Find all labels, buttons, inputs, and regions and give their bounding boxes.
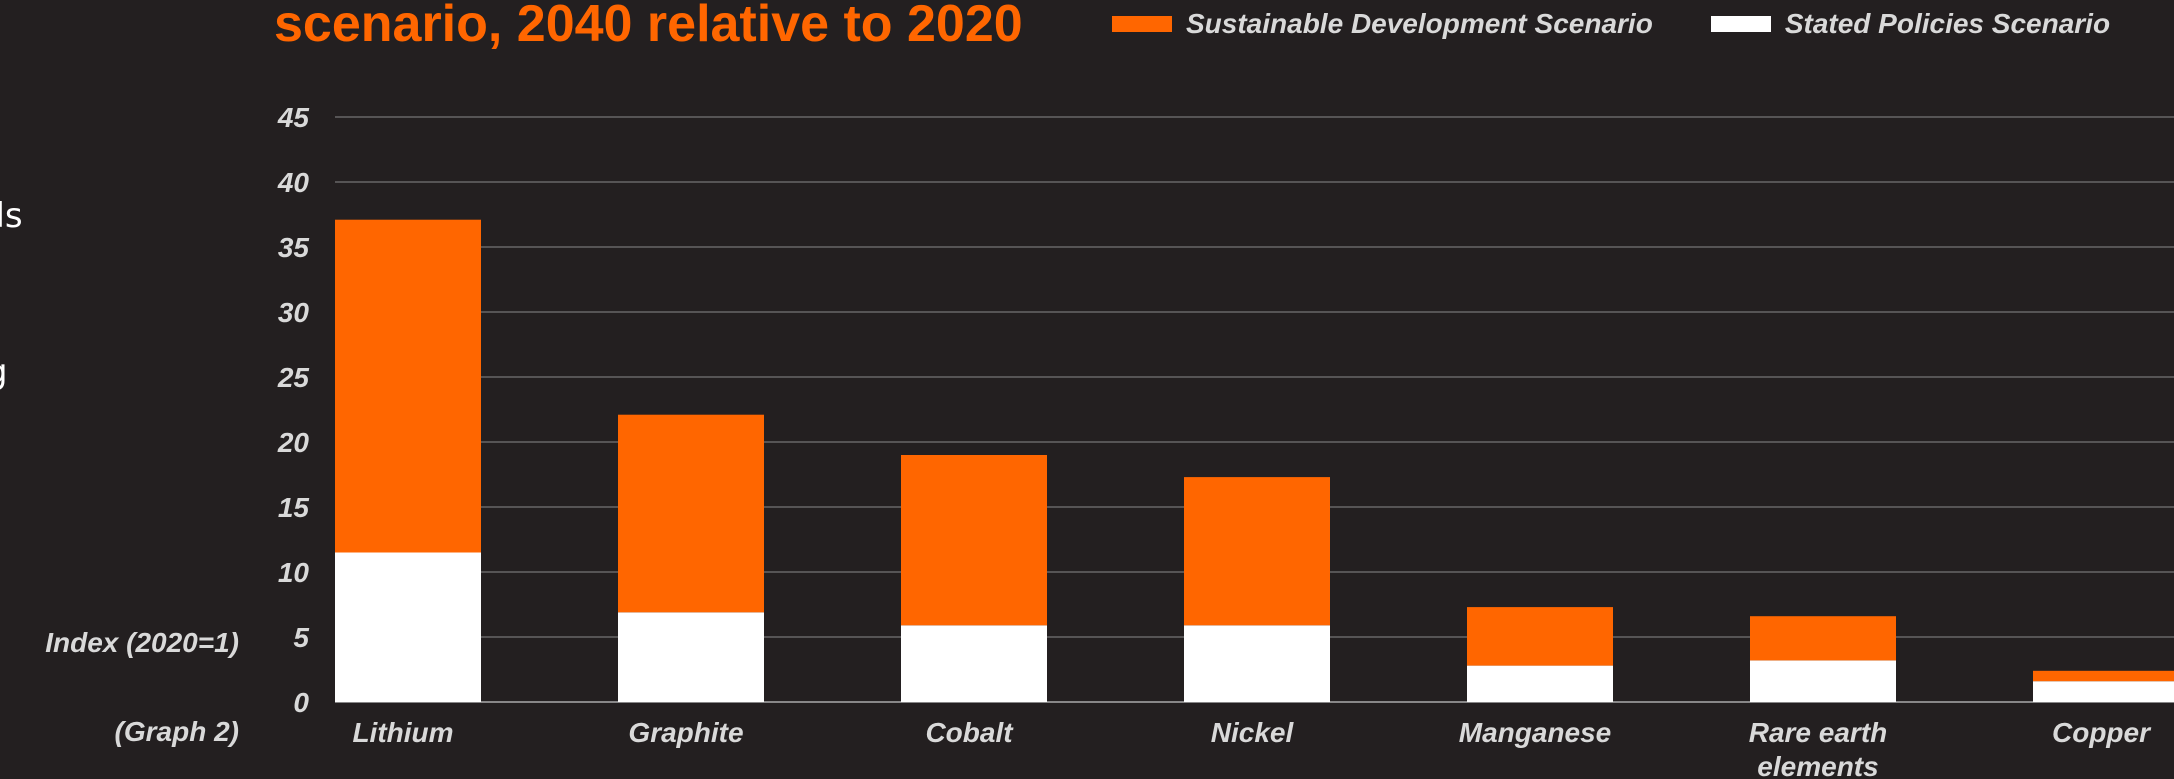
y-tick-label: 0 xyxy=(293,687,309,718)
x-tick-label-line: Manganese xyxy=(1459,717,1612,748)
bar-segment xyxy=(1184,477,1330,626)
legend-label-steps: Stated Policies Scenario xyxy=(1784,8,2111,39)
bar-segment xyxy=(2033,670,2174,682)
x-tick-label-line: Graphite xyxy=(628,717,743,748)
y-tick-label: 40 xyxy=(277,167,310,198)
x-tick-label: Nickel xyxy=(1211,717,1295,748)
y-tick-label: 30 xyxy=(278,297,310,328)
x-tick-label: Lithium xyxy=(352,717,453,748)
y-tick-label: 5 xyxy=(293,622,309,653)
chart-title: scenario, 2040 relative to 2020 xyxy=(274,0,1023,53)
legend-swatch-sds xyxy=(1112,16,1172,32)
graph-number-label: (Graph 2) xyxy=(114,716,239,747)
x-tick-label-line: Rare earth xyxy=(1749,717,1888,748)
x-tick-label-line: Cobalt xyxy=(925,717,1014,748)
bar-segment xyxy=(1467,607,1613,666)
x-tick-label: Copper xyxy=(2052,717,2152,748)
x-tick-label-line: Nickel xyxy=(1211,717,1295,748)
y-tick-label: 35 xyxy=(278,232,310,263)
y-tick-label: 15 xyxy=(278,492,310,523)
x-tick-label: Rare earth elements xyxy=(1749,717,1888,779)
cropped-body-text: lls g xyxy=(0,86,29,502)
bar-segment xyxy=(1750,616,1896,661)
y-tick-label: 25 xyxy=(277,362,310,393)
x-tick-label-line: Lithium xyxy=(352,717,453,748)
bar-segment xyxy=(618,612,764,702)
x-tick-label-line: elements xyxy=(1757,751,1878,779)
chart-legend: Sustainable Development Scenario Stated … xyxy=(1112,8,2168,40)
legend-label-sds: Sustainable Development Scenario xyxy=(1186,8,1653,39)
x-tick-label-line: Copper xyxy=(2052,717,2152,748)
x-tick-label: Cobalt xyxy=(925,717,1014,748)
legend-item-sds: Sustainable Development Scenario xyxy=(1112,8,1653,40)
y-tick-label: 10 xyxy=(278,557,310,588)
bar-segment xyxy=(901,625,1047,702)
bar-segment xyxy=(1750,660,1896,702)
cropped-text-line: g xyxy=(0,346,29,398)
legend-item-steps: Stated Policies Scenario xyxy=(1710,8,2111,40)
cropped-text-line: lls xyxy=(0,196,23,236)
y-axis-label: Index (2020=1) xyxy=(45,627,239,658)
bar-segment xyxy=(335,552,481,702)
y-tick-label: 20 xyxy=(277,427,310,458)
bar-segment xyxy=(2033,681,2174,702)
x-tick-label: Graphite xyxy=(628,717,743,748)
bar-segment xyxy=(1467,665,1613,702)
x-tick-label: Manganese xyxy=(1459,717,1612,748)
bar-segment xyxy=(1184,625,1330,702)
y-tick-label: 45 xyxy=(277,102,310,133)
bar-segment xyxy=(618,414,764,613)
bar-segment xyxy=(335,219,481,553)
bar-segment xyxy=(901,455,1047,626)
legend-swatch-steps xyxy=(1710,16,1771,32)
